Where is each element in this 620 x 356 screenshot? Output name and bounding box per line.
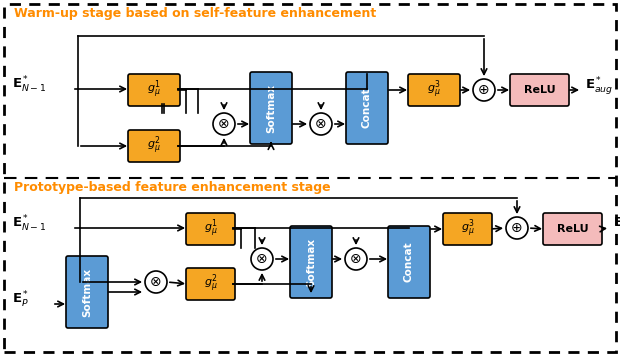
Text: ⊗: ⊗ [150,275,162,289]
Text: $g^2_\mu$: $g^2_\mu$ [147,135,161,157]
FancyBboxPatch shape [128,130,180,162]
Text: Warm-up stage based on self-feature enhancement: Warm-up stage based on self-feature enha… [14,7,376,21]
Text: $\mathbf{E}^*_{N-1}$: $\mathbf{E}^*_{N-1}$ [12,214,46,234]
Text: $\mathbf{E}^*_P$: $\mathbf{E}^*_P$ [12,290,29,310]
FancyBboxPatch shape [388,226,430,298]
FancyBboxPatch shape [4,4,616,352]
Text: ⊗: ⊗ [218,117,230,131]
FancyBboxPatch shape [510,74,569,106]
Text: $\mathbf{E}^*_{aug}$: $\mathbf{E}^*_{aug}$ [613,213,620,235]
Text: ⊕: ⊕ [478,83,490,97]
Text: $\mathbf{E}^*_{N-1}$: $\mathbf{E}^*_{N-1}$ [12,75,46,95]
FancyBboxPatch shape [408,74,460,106]
Circle shape [213,113,235,135]
Text: $g^1_\mu$: $g^1_\mu$ [203,218,218,240]
Text: ⊗: ⊗ [350,252,362,266]
Text: $g^1_\mu$: $g^1_\mu$ [147,79,161,101]
Text: ⊗: ⊗ [315,117,327,131]
Text: $\mathbf{E}^*_{aug}$: $\mathbf{E}^*_{aug}$ [585,75,613,97]
FancyBboxPatch shape [128,74,180,106]
FancyBboxPatch shape [543,213,602,245]
FancyBboxPatch shape [346,72,388,144]
Circle shape [251,248,273,270]
Text: Concat: Concat [362,88,372,128]
FancyBboxPatch shape [186,268,235,300]
Circle shape [473,79,495,101]
Text: ReLU: ReLU [524,85,556,95]
Text: Softmax: Softmax [306,237,316,287]
Text: $g^2_\mu$: $g^2_\mu$ [203,273,218,295]
Circle shape [345,248,367,270]
Text: $g^3_\mu$: $g^3_\mu$ [427,79,441,101]
Text: Concat: Concat [404,242,414,282]
Text: Prototype-based feature enhancement stage: Prototype-based feature enhancement stag… [14,182,330,194]
Text: ⊗: ⊗ [256,252,268,266]
FancyBboxPatch shape [186,213,235,245]
Text: $g^3_\mu$: $g^3_\mu$ [461,218,474,240]
FancyBboxPatch shape [443,213,492,245]
Text: Softmax: Softmax [82,267,92,316]
FancyBboxPatch shape [290,226,332,298]
FancyBboxPatch shape [250,72,292,144]
Circle shape [310,113,332,135]
Text: ReLU: ReLU [557,224,588,234]
FancyBboxPatch shape [66,256,108,328]
Text: Softmax: Softmax [266,83,276,132]
Circle shape [145,271,167,293]
Text: ⊕: ⊕ [511,221,523,235]
Circle shape [506,217,528,239]
